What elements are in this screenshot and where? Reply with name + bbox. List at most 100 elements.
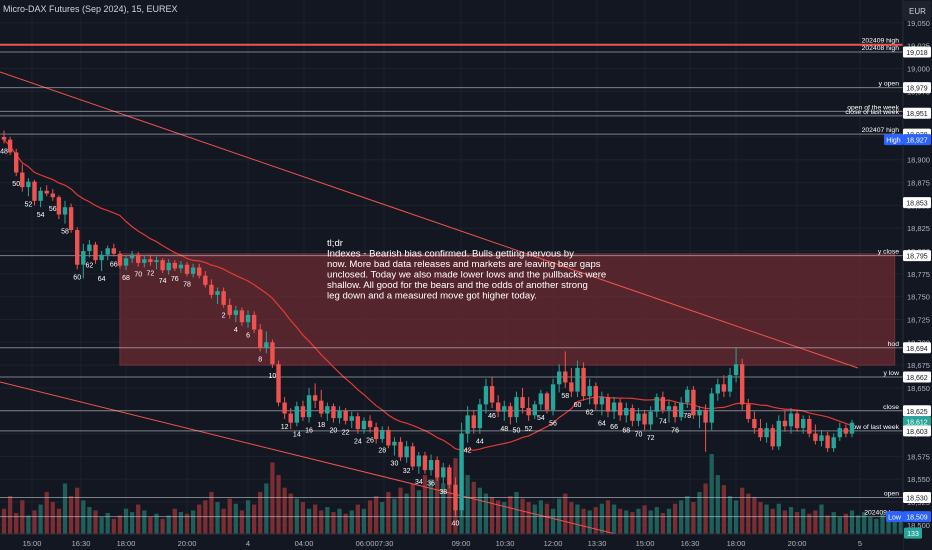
candle-body <box>117 253 123 266</box>
candle-body <box>367 420 373 428</box>
candle <box>20 164 25 192</box>
volume-bar <box>843 513 849 534</box>
bar-count-label: 64 <box>598 420 606 427</box>
candle-body <box>288 413 293 423</box>
candle-body <box>282 402 287 414</box>
annotation-line: unclosed. Today we also made lower lows … <box>327 270 606 281</box>
candle <box>447 464 452 489</box>
time-axis[interactable] <box>0 534 903 550</box>
candle-body <box>331 406 336 419</box>
volume-bar <box>319 510 324 534</box>
candle-body <box>733 364 739 376</box>
bar-count-label: 2 <box>222 313 226 320</box>
candle-body <box>532 404 537 416</box>
candle <box>75 227 80 270</box>
volume-bar <box>190 510 196 534</box>
volume-bar <box>471 481 476 534</box>
candle <box>526 397 531 421</box>
candle <box>691 386 696 419</box>
candle-body <box>563 371 568 383</box>
price-label-text: 18,694 <box>906 346 928 353</box>
candle <box>44 185 49 197</box>
y-tick-label: 18,500 <box>907 521 930 530</box>
volume-bar <box>538 500 543 534</box>
candle-body <box>81 251 86 265</box>
candle <box>239 307 245 326</box>
candle-body <box>849 422 855 434</box>
candle <box>563 351 568 388</box>
candle-body <box>251 314 257 330</box>
volume-bar <box>782 510 788 534</box>
volume-bar <box>447 470 452 534</box>
high-tag-text: High <box>886 138 901 145</box>
price-label-text: 18,509 <box>906 515 928 522</box>
candle-body <box>434 460 440 478</box>
candle <box>276 360 281 407</box>
volume-bar <box>361 508 367 534</box>
candle <box>50 188 56 201</box>
candle-body <box>416 455 422 467</box>
candle-body <box>93 244 98 261</box>
volume-bar <box>166 515 171 534</box>
volume-bar <box>465 475 470 534</box>
candle-body <box>197 267 202 276</box>
trendlines <box>0 71 859 541</box>
volume-bar <box>435 466 440 534</box>
candle <box>123 255 129 271</box>
volume-bar <box>38 504 43 534</box>
price-label-text: 18,795 <box>906 254 928 261</box>
volume-bar <box>764 504 769 534</box>
candle-body <box>739 364 745 405</box>
volume-bar <box>611 504 617 534</box>
x-tick-label: 10:30 <box>496 539 515 548</box>
candle <box>62 200 68 224</box>
bar-count-label: 16 <box>305 428 313 435</box>
candle-body <box>148 259 153 262</box>
volume-bar <box>215 502 220 534</box>
bar-count-label: 54 <box>537 415 545 422</box>
candle-body <box>709 393 714 423</box>
volume-bar <box>709 454 714 534</box>
volume-bar <box>337 508 342 534</box>
bar-count-label: 76 <box>671 428 679 435</box>
bar-count-label: 26 <box>366 438 374 445</box>
candle-body <box>270 342 275 365</box>
candle-body <box>233 310 239 315</box>
annotation-line: Indexes - Bearish bias confirmed. Bulls … <box>327 249 574 260</box>
volume-bar <box>404 493 409 534</box>
x-tick-label: 5 <box>858 539 862 548</box>
candle-body <box>294 406 300 423</box>
candle <box>514 391 519 423</box>
annotation-line: tl;dr <box>327 238 344 249</box>
candle <box>666 400 672 423</box>
bar-count-label: 24 <box>354 439 362 446</box>
candle-body <box>184 264 190 274</box>
x-tick-label: 20:00 <box>178 539 197 548</box>
bar-count-label: 76 <box>171 276 179 283</box>
volume-bar <box>746 493 751 534</box>
volume-bar <box>410 483 415 534</box>
candle <box>508 402 513 425</box>
candle <box>575 360 580 398</box>
candle <box>386 426 391 449</box>
price-label-bg <box>903 46 931 58</box>
price-label-text: 18,979 <box>906 86 928 93</box>
candle-body <box>758 428 763 438</box>
volume-bar <box>233 503 238 534</box>
candle <box>227 298 232 319</box>
volume-bar <box>788 507 794 534</box>
candle <box>105 245 110 261</box>
bar-count-label: 72 <box>647 435 655 442</box>
candle <box>251 311 257 334</box>
level-label: y open <box>879 81 900 88</box>
level-label: open <box>884 490 899 497</box>
price-label-bg <box>903 82 931 94</box>
price-label-text: 18,625 <box>906 409 928 416</box>
price-label-bg <box>903 416 931 428</box>
currency-button[interactable] <box>904 1 931 21</box>
candle-body <box>32 181 37 201</box>
price-label-bg <box>903 197 931 209</box>
